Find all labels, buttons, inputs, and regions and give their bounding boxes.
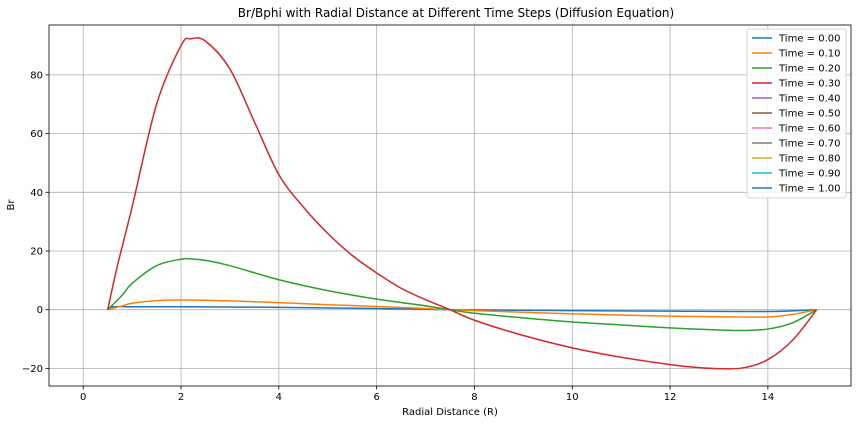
y-tick-label: 80: [30, 70, 43, 81]
legend-label: Time = 0.10: [778, 49, 840, 60]
y-tick-label: 0: [37, 305, 43, 316]
legend-label: Time = 0.60: [778, 124, 840, 135]
y-tick-label: −20: [22, 364, 43, 375]
y-tick-label: 40: [30, 188, 43, 199]
legend-label: Time = 0.80: [778, 154, 840, 165]
x-tick-label: 6: [373, 392, 379, 403]
x-tick-label: 12: [664, 392, 677, 403]
plot-area-frame: [48, 24, 852, 387]
legend-label: Time = 0.30: [778, 79, 840, 90]
y-tick-label: 60: [30, 129, 43, 140]
x-tick-label: 2: [178, 392, 184, 403]
x-tick-label: 14: [761, 392, 774, 403]
x-tick-label: 10: [566, 392, 579, 403]
chart-title: Br/Bphi with Radial Distance at Differen…: [238, 6, 674, 20]
series-line: [107, 305, 817, 313]
plot-lines: [106, 37, 818, 370]
x-tick-label: 0: [80, 392, 86, 403]
y-tick-label: 20: [30, 246, 43, 257]
x-axis-ticks: 0 2 4 6 8 10 12 14: [80, 386, 774, 403]
x-tick-label: 8: [471, 392, 477, 403]
legend-label: Time = 0.50: [778, 109, 840, 120]
legend-label: Time = 0.90: [778, 169, 840, 180]
legend-label: Time = 1.00: [778, 184, 840, 195]
legend-label: Time = 0.40: [778, 94, 840, 105]
legend-label: Time = 0.00: [778, 34, 840, 45]
y-axis-label: Br: [6, 199, 17, 211]
x-tick-label: 4: [276, 392, 282, 403]
legend-label: Time = 0.20: [778, 64, 840, 75]
series-line: [106, 37, 818, 370]
legend: Time = 0.00 Time = 0.10 Time = 0.20 Time = …: [746, 28, 847, 199]
gridlines: [49, 25, 851, 386]
series-line: [107, 257, 818, 332]
x-axis-label: Radial Distance (R): [402, 407, 498, 418]
legend-box: [746, 28, 847, 199]
legend-label: Time = 0.70: [778, 139, 840, 150]
y-axis-ticks: −20 0 20 40 60 80: [22, 70, 49, 375]
series-line: [107, 299, 817, 318]
